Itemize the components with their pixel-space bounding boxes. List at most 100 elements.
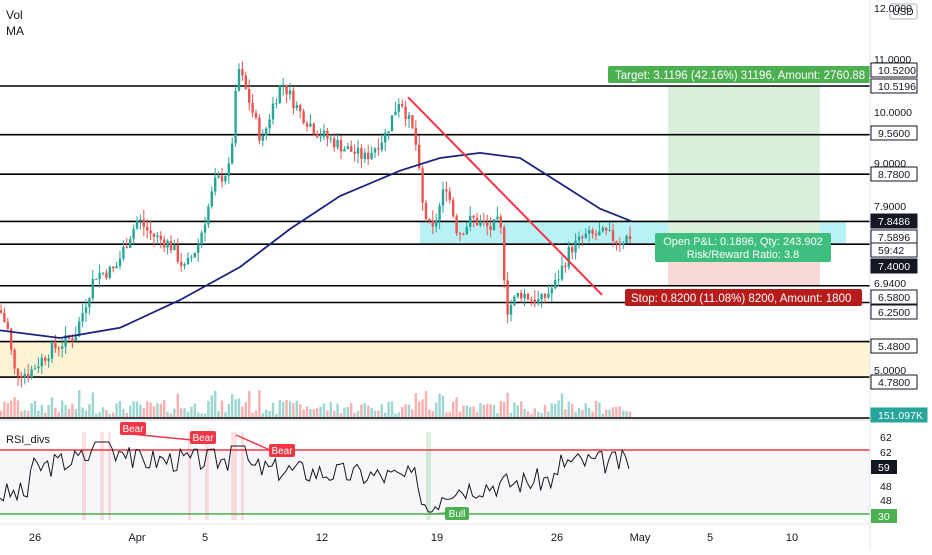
candle[interactable]	[472, 215, 475, 218]
candle[interactable]	[455, 215, 458, 234]
rsi-pane[interactable]: RSI_divs	[0, 432, 870, 520]
candle[interactable]	[482, 221, 485, 223]
candle[interactable]	[71, 338, 74, 342]
candle[interactable]	[258, 117, 261, 141]
candle[interactable]	[540, 293, 543, 300]
candle[interactable]	[594, 233, 598, 236]
candle[interactable]	[628, 236, 632, 239]
candle[interactable]	[105, 272, 108, 278]
candle[interactable]	[503, 227, 506, 281]
candle[interactable]	[445, 189, 448, 192]
candle[interactable]	[329, 138, 332, 140]
candle[interactable]	[91, 279, 94, 299]
candle[interactable]	[54, 342, 57, 349]
candle[interactable]	[265, 128, 268, 136]
candle[interactable]	[166, 240, 169, 248]
candle[interactable]	[16, 368, 20, 377]
candle[interactable]	[6, 322, 9, 329]
candle[interactable]	[479, 221, 482, 226]
candle[interactable]	[435, 221, 438, 227]
legend-vol[interactable]: Vol	[6, 8, 23, 22]
candle[interactable]	[282, 84, 285, 86]
candle[interactable]	[173, 245, 176, 251]
bull-signal[interactable]: Bull	[445, 507, 469, 520]
candle[interactable]	[533, 299, 536, 304]
candle[interactable]	[224, 175, 227, 182]
candle[interactable]	[411, 115, 414, 128]
candle[interactable]	[567, 246, 570, 267]
candle[interactable]	[122, 246, 125, 259]
candle[interactable]	[380, 142, 383, 150]
candles[interactable]	[0, 61, 632, 388]
candle[interactable]	[278, 85, 281, 104]
candle[interactable]	[530, 299, 533, 301]
candle[interactable]	[23, 374, 26, 378]
trendline[interactable]	[407, 96, 603, 296]
candle[interactable]	[64, 335, 67, 347]
candle[interactable]	[520, 292, 523, 299]
candle[interactable]	[159, 235, 162, 240]
candle[interactable]	[394, 111, 397, 116]
candle[interactable]	[554, 280, 557, 289]
candle[interactable]	[292, 90, 295, 109]
candle[interactable]	[203, 224, 207, 233]
price-axis[interactable]: USD 12.000011.000010.00009.00007.90006.9…	[869, 0, 932, 550]
candle[interactable]	[537, 299, 540, 304]
candle[interactable]	[618, 242, 621, 246]
candle[interactable]	[390, 115, 394, 132]
candle[interactable]	[197, 244, 200, 253]
candle[interactable]	[288, 90, 292, 95]
candle[interactable]	[305, 123, 309, 127]
candle[interactable]	[241, 68, 244, 76]
candle[interactable]	[577, 236, 581, 241]
candle[interactable]	[254, 112, 258, 118]
candle[interactable]	[248, 88, 251, 103]
candle[interactable]	[163, 239, 166, 248]
candle[interactable]	[220, 175, 224, 182]
candle[interactable]	[88, 298, 91, 308]
currency-badge[interactable]	[889, 3, 918, 20]
candle[interactable]	[387, 131, 390, 133]
candle[interactable]	[95, 279, 98, 281]
candle[interactable]	[581, 236, 584, 238]
candle[interactable]	[207, 206, 210, 225]
candle[interactable]	[27, 374, 30, 378]
candle[interactable]	[401, 104, 404, 107]
candle[interactable]	[350, 146, 353, 152]
pnl-label[interactable]: Open P&L: 0.1896, Qty: 243.902 Risk/Rewa…	[655, 233, 831, 262]
candle[interactable]	[169, 240, 173, 251]
candle[interactable]	[571, 246, 574, 253]
candle[interactable]	[363, 152, 366, 159]
candle[interactable]	[37, 366, 40, 369]
candle[interactable]	[560, 265, 564, 280]
candle[interactable]	[299, 105, 302, 112]
candle[interactable]	[44, 357, 47, 361]
candle[interactable]	[210, 191, 213, 207]
candle[interactable]	[142, 219, 145, 227]
candle[interactable]	[513, 296, 516, 306]
candle[interactable]	[414, 127, 417, 145]
candle[interactable]	[139, 219, 142, 221]
candle[interactable]	[214, 177, 217, 192]
candle[interactable]	[152, 233, 156, 237]
candle[interactable]	[611, 229, 615, 242]
candle[interactable]	[200, 232, 203, 245]
candle[interactable]	[496, 216, 499, 220]
candle[interactable]	[261, 135, 264, 141]
candle[interactable]	[452, 199, 455, 216]
candle[interactable]	[557, 279, 560, 281]
candle[interactable]	[373, 148, 377, 153]
candle[interactable]	[465, 226, 468, 235]
candle[interactable]	[322, 130, 326, 137]
candle[interactable]	[336, 139, 339, 148]
candle[interactable]	[13, 349, 16, 369]
candle[interactable]	[268, 119, 271, 129]
candle[interactable]	[424, 202, 428, 219]
candle[interactable]	[183, 264, 186, 266]
candle[interactable]	[475, 217, 479, 226]
candle[interactable]	[526, 293, 530, 300]
candle[interactable]	[57, 348, 60, 350]
target-label[interactable]: Target: 3.1196 (42.16%) 31196, Amount: 2…	[608, 66, 874, 83]
